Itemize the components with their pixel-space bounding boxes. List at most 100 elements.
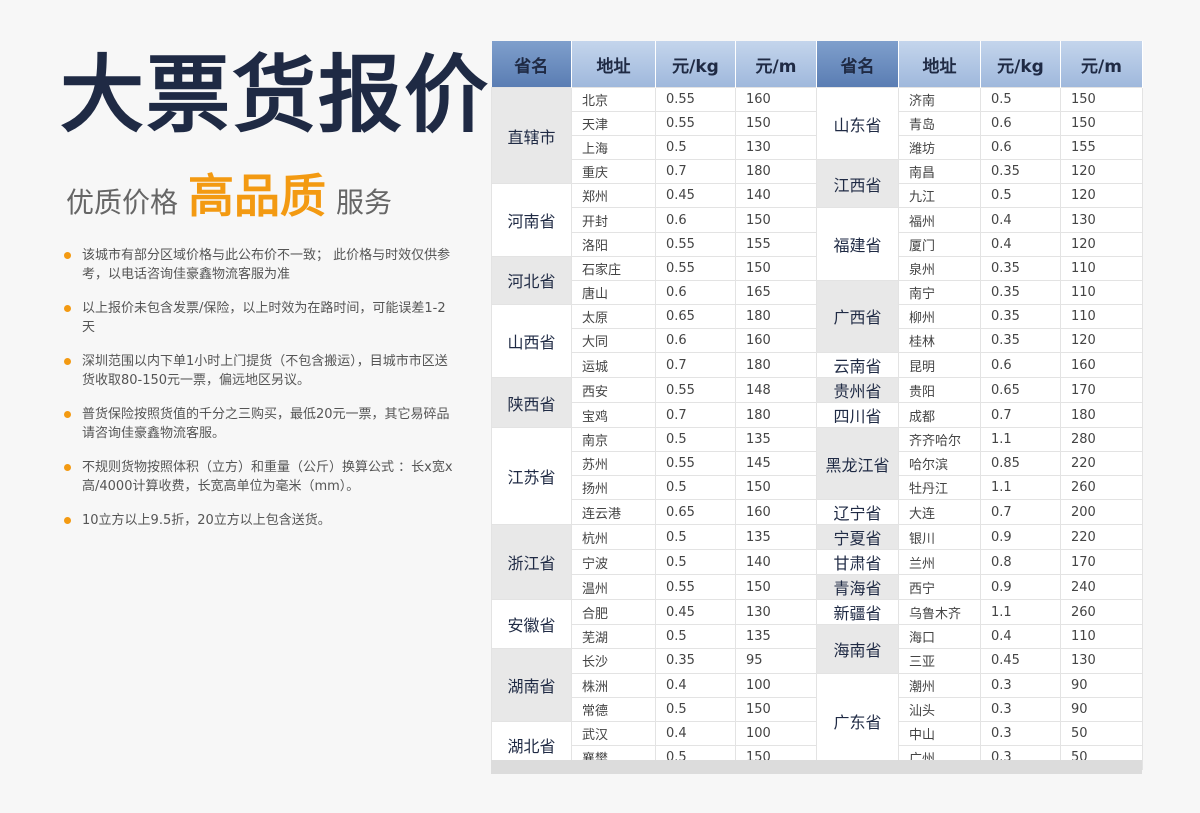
table-row: 陕西省 西安 0.55 148 贵州省 贵阳 0.65 170 <box>491 377 1143 429</box>
price: 90 <box>1060 672 1143 698</box>
price: 0.9 <box>980 574 1061 601</box>
price: 0.7 <box>655 352 736 379</box>
province: 新疆省 <box>816 599 899 626</box>
price-table: 省名 地址 元/kg 元/m 省名 地址 元/kg 元/m 直辖市 北京 0.55 160 山东省 济南 0… <box>491 41 1143 770</box>
price: 260 <box>1060 599 1143 626</box>
price: 120 <box>1060 231 1143 257</box>
note: 以上报价未包含发票/保险，以上时效为在路时间，可能误差1-2天 <box>64 299 456 337</box>
city: 青岛 <box>898 111 981 137</box>
price: 1.1 <box>980 475 1061 501</box>
price: 180 <box>735 402 817 429</box>
price: 160 <box>735 86 817 113</box>
province: 直辖市 <box>491 86 572 185</box>
province: 河南省 <box>491 183 572 257</box>
city: 洛阳 <box>571 231 656 257</box>
header-cell: 省名 <box>491 41 572 88</box>
note: 深圳范围以内下单1小时上门提货（不包含搬运），目城市市区送货收取80-150元一… <box>64 352 456 390</box>
price: 110 <box>1060 279 1143 305</box>
price: 130 <box>735 599 817 626</box>
price: 180 <box>1060 402 1143 429</box>
table-row: 常德 0.5 150 汕头 0.3 90 <box>492 696 1143 722</box>
table-row: 芜湖 0.5 135 海南省 海口 0.4 110 <box>492 624 1143 674</box>
price: 0.55 <box>655 377 736 404</box>
province: 福建省 <box>816 207 899 281</box>
city: 济南 <box>898 86 981 113</box>
table-row: 开封 0.6 150 福建省 福州 0.4 130 <box>492 207 1143 281</box>
city: 杭州 <box>571 524 656 551</box>
price: 200 <box>1060 499 1143 526</box>
city: 温州 <box>571 574 656 601</box>
price: 0.35 <box>980 279 1061 305</box>
price: 0.35 <box>980 255 1061 281</box>
price: 0.4 <box>980 207 1061 233</box>
city: 合肥 <box>571 599 656 626</box>
price: 0.55 <box>655 86 736 113</box>
price: 0.9 <box>980 524 1061 551</box>
price: 1.1 <box>980 599 1061 626</box>
city: 开封 <box>571 207 656 233</box>
price: 260 <box>1060 475 1143 501</box>
price: 0.7 <box>980 499 1061 526</box>
price: 0.35 <box>980 303 1061 329</box>
province: 湖南省 <box>491 648 572 722</box>
price: 0.5 <box>655 427 736 453</box>
province: 辽宁省 <box>816 499 899 526</box>
price: 0.4 <box>980 231 1061 257</box>
price: 150 <box>735 696 817 722</box>
city: 厦门 <box>898 231 981 257</box>
price: 145 <box>735 451 817 477</box>
province: 陕西省 <box>491 377 572 429</box>
price: 150 <box>1060 111 1143 137</box>
table-row: 河南省 郑州 0.45 140 九江 0.5 120 <box>491 183 1143 257</box>
price: 160 <box>1060 352 1143 379</box>
table-footer <box>491 760 1142 774</box>
price: 0.35 <box>980 159 1061 185</box>
city: 运城 <box>571 352 656 379</box>
city: 齐齐哈尔 <box>898 427 981 453</box>
header-cell: 元/kg <box>980 41 1061 88</box>
header-cell: 元/m <box>735 41 817 88</box>
price: 0.5 <box>655 475 736 501</box>
price: 0.65 <box>655 303 736 329</box>
price: 120 <box>1060 327 1143 354</box>
price: 135 <box>735 524 817 551</box>
table-row: 温州 0.55 150 青海省 西宁 0.9 240 <box>492 574 1143 601</box>
price: 165 <box>735 279 817 305</box>
province: 海南省 <box>816 624 899 674</box>
header-cell: 省名 <box>816 41 899 88</box>
price: 150 <box>735 475 817 501</box>
price: 0.5 <box>655 135 736 161</box>
price: 0.6 <box>980 111 1061 137</box>
price: 155 <box>1060 135 1143 161</box>
price: 0.65 <box>980 377 1061 404</box>
city: 株洲 <box>571 672 656 698</box>
city: 西安 <box>571 377 656 404</box>
price: 135 <box>735 427 817 453</box>
city: 成都 <box>898 402 981 429</box>
price: 280 <box>1060 427 1143 453</box>
province: 安徽省 <box>491 599 572 650</box>
table-row: 江苏省 南京 0.5 135 黑龙江省 齐齐哈尔 1.1 280 <box>491 427 1143 526</box>
table-row: 山西省 太原 0.65 180 柳州 0.35 110 <box>491 303 1143 379</box>
price: 0.35 <box>980 327 1061 354</box>
city: 中山 <box>898 720 981 746</box>
city: 天津 <box>571 111 656 137</box>
table-row: 重庆 0.7 180 江西省 南昌 0.35 120 <box>492 159 1143 209</box>
price: 90 <box>1060 696 1143 722</box>
price: 0.55 <box>655 574 736 601</box>
city: 南宁 <box>898 279 981 305</box>
price: 0.5 <box>655 696 736 722</box>
price: 180 <box>735 159 817 185</box>
table-row: 洛阳 0.55 155 厦门 0.4 120 <box>492 231 1143 257</box>
header-cell: 地址 <box>898 41 981 88</box>
city: 桂林 <box>898 327 981 354</box>
city: 宁波 <box>571 549 656 576</box>
city: 上海 <box>571 135 656 161</box>
price: 170 <box>1060 377 1143 404</box>
city: 重庆 <box>571 159 656 185</box>
price: 155 <box>735 231 817 257</box>
city: 贵阳 <box>898 377 981 404</box>
city: 潮州 <box>898 672 981 698</box>
province: 贵州省 <box>816 377 899 404</box>
price: 0.4 <box>980 624 1061 650</box>
